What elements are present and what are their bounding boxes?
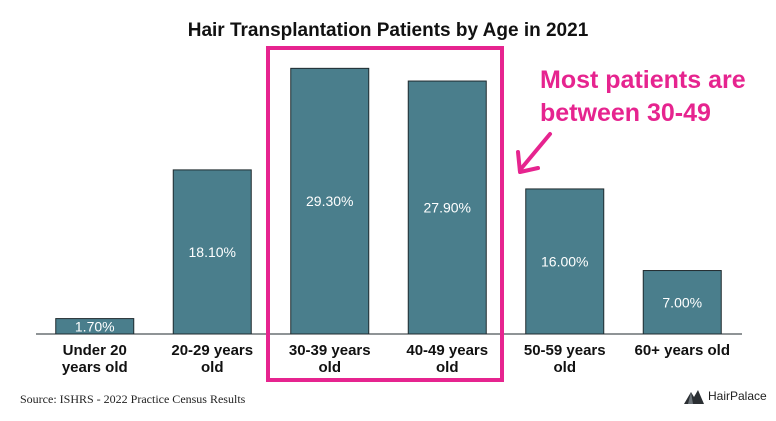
annotation: Most patients are between 30-49 [540,64,760,130]
data-labels-group: 1.70% 18.10% 29.30% 27.90% 16.00% 7.00% [75,193,702,334]
data-label-1: 18.10% [189,244,236,260]
category-label-2-1: old [319,359,342,376]
data-label-0: 1.70% [75,318,115,334]
data-label-5: 7.00% [662,294,702,310]
chart-title: Hair Transplantation Patients by Age in … [187,20,589,41]
highlight-box [266,46,504,382]
category-label-4-1: old [554,359,577,376]
annotation-line-2: between 30-49 [540,99,711,127]
bar-1 [172,169,252,335]
bar-5 [642,270,722,335]
category-label-3-0: 40-49 years [406,342,488,359]
category-label-4-0: 50-59 years [524,342,606,359]
bar-3 [407,80,487,335]
data-label-4: 16.00% [541,253,588,269]
bar-2 [290,67,370,335]
category-label-0-0: Under 20 [63,342,127,359]
category-label-3-1: old [436,359,459,376]
source-note: Source: ISHRS - 2022 Practice Census Res… [20,392,246,406]
category-label-1-0: 20-29 years [171,342,253,359]
data-label-3: 27.90% [424,200,471,216]
hairpalace-logo-icon [684,390,704,404]
category-label-2-0: 30-39 years [289,342,371,359]
brand-name: HairPalace [708,389,767,403]
annotation-arrow-icon [516,132,552,174]
brand: HairPalace [684,388,767,404]
category-label-1-1: old [201,359,224,376]
bars-group [55,67,722,335]
bar-0 [55,318,135,335]
category-label-5-0: 60+ years old [635,342,730,359]
category-label-0-1: years old [62,359,128,376]
data-label-2: 29.30% [306,193,353,209]
annotation-line-1: Most patients are [540,66,746,94]
bar-4 [525,188,605,335]
